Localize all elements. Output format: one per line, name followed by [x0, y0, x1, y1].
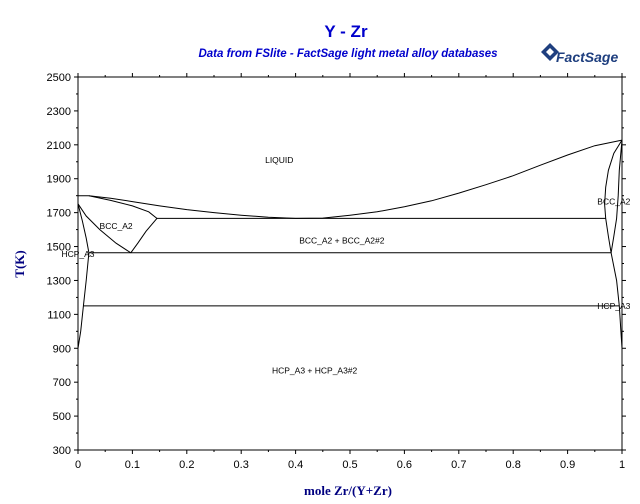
x-tick-label: 0.6 — [397, 459, 412, 471]
factsage-logo: FactSage — [541, 43, 618, 65]
region-label: BCC_A2 — [597, 197, 630, 207]
phase-boundary-line — [610, 140, 623, 253]
y-tick-label: 900 — [53, 343, 71, 355]
y-tick-label: 2300 — [47, 106, 71, 118]
x-axis: 0 0.1 0.2 0.3 0.4 0.5 0.6 0.7 0.8 0.9 1 — [75, 73, 625, 471]
y-axis: 300 500 700 900 1100 1300 1500 1700 1900 2100 2300… — [47, 72, 626, 457]
x-tick-label: 0.3 — [234, 459, 249, 471]
region-label: HCP_A3 — [597, 301, 630, 311]
region-label: BCC_A2 — [100, 221, 133, 231]
y-tick-label: 2500 — [47, 72, 71, 84]
phase-boundaries — [77, 139, 623, 349]
x-tick-label: 0.2 — [179, 459, 194, 471]
y-tick-label: 1900 — [47, 174, 71, 186]
y-tick-label: 1300 — [47, 275, 71, 287]
chart-subtitle: Data from FSlite - FactSage light metal … — [198, 48, 497, 60]
region-label: HCP_A3 — [61, 249, 94, 259]
y-tick-label: 700 — [53, 377, 71, 389]
phase-boundary-line — [78, 139, 623, 219]
logo-text: FactSage — [556, 49, 618, 65]
plot-area — [77, 76, 623, 451]
phase-boundary-line — [77, 203, 132, 254]
x-tick-label: 0.9 — [560, 459, 575, 471]
phase-boundary-line — [88, 195, 158, 219]
region-label: LIQUID — [265, 155, 293, 165]
region-labels: LIQUID BCC_A2 BCC_A2 + BCC_A2#2 HCP_A3 BCC_A… — [61, 155, 630, 375]
y-tick-label: 500 — [53, 411, 71, 423]
x-tick-label: 0.1 — [125, 459, 140, 471]
y-tick-label: 1100 — [47, 309, 71, 321]
x-tick-label: 0.5 — [342, 459, 357, 471]
region-label: BCC_A2 + BCC_A2#2 — [299, 236, 385, 246]
x-axis-label: mole Zr/(Y+Zr) — [304, 483, 392, 498]
x-tick-label: 0.4 — [288, 459, 303, 471]
y-tick-label: 1500 — [47, 242, 71, 254]
region-label: HCP_A3 + HCP_A3#2 — [272, 365, 358, 375]
chart-title: Y - Zr — [324, 22, 368, 41]
x-tick-label: 0 — [75, 459, 81, 471]
x-tick-label: 1 — [619, 459, 625, 471]
y-tick-label: 300 — [53, 445, 71, 457]
x-tick-label: 0.7 — [451, 459, 466, 471]
x-tick-label: 0.8 — [506, 459, 521, 471]
phase-boundary-line — [604, 139, 623, 349]
y-tick-label: 2100 — [47, 140, 71, 152]
phase-boundary-line — [77, 203, 90, 349]
y-axis-label: T(K) — [12, 250, 27, 277]
phase-boundary-line — [130, 218, 158, 254]
y-tick-label: 1700 — [47, 208, 71, 220]
